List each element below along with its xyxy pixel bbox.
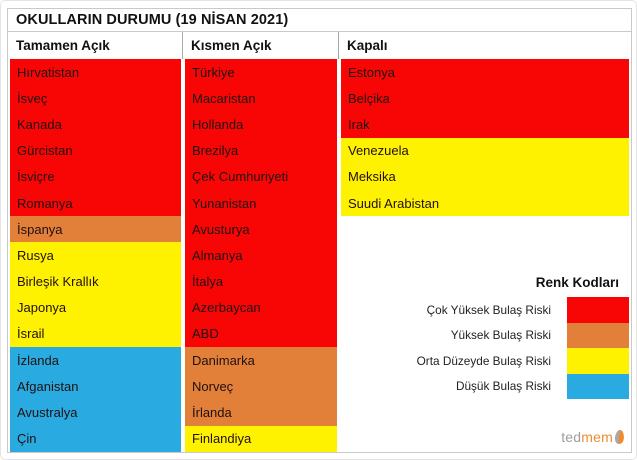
country-cell: Japonya (10, 294, 181, 321)
column-header-fully-open: Tamamen Açık (8, 32, 183, 59)
country-cell: Türkiye (185, 59, 337, 86)
country-cell: Avustralya (10, 399, 181, 426)
legend-color-swatch (567, 322, 629, 348)
country-cell: İrlanda (185, 399, 337, 426)
legend-item-label: Yüksek Bulaş Riski (450, 328, 551, 343)
country-cell: İsveç (10, 85, 181, 112)
logo-leaf-icon (614, 429, 625, 445)
country-cell: Avusturya (185, 216, 337, 243)
country-cell: İsrail (10, 320, 181, 348)
country-cell: Estonya (341, 59, 629, 86)
logo-text-mem: mem (581, 429, 613, 445)
column-closed: Estonya Belçika Irak Venezuela Meksika Suudi … (341, 59, 629, 452)
table-title: OKULLARIN DURUMU (19 NİSAN 2021) (8, 9, 631, 32)
column-partially-open: Türkiye Macaristan Hollanda Brezilya Çek Cum… (185, 59, 337, 452)
country-cell: Danimarka (185, 347, 337, 374)
country-cell: Macaristan (185, 85, 337, 112)
country-cell: Almanya (185, 242, 337, 269)
country-cell: İsviçre (10, 163, 181, 190)
country-cell: Finlandiya (185, 425, 337, 452)
country-cell: Azerbaycan (185, 294, 337, 321)
country-cell: İzlanda (10, 347, 181, 374)
legend-item-label: Çok Yüksek Bulaş Riski (426, 302, 551, 317)
legend-color-swatch (567, 348, 629, 374)
legend-items: Çok Yüksek Bulaş Riski Yüksek Bulaş Riski… (341, 297, 629, 399)
country-cell: Belçika (341, 85, 629, 112)
country-cell: Birleşik Krallık (10, 268, 181, 295)
country-cell: Çek Cumhuriyeti (185, 163, 337, 190)
legend-color-swatch (567, 297, 629, 323)
table-body: Hırvatistan İsveç Kanada Gürcistan İsviçre Ro… (8, 59, 631, 454)
country-cell: Çin (10, 425, 181, 452)
legend-item: Orta Düzeyde Bulaş Riski (341, 348, 629, 374)
column-header-partially-open: Kısmen Açık (183, 32, 339, 59)
country-cell: İspanya (10, 216, 181, 243)
legend-item: Düşük Bulaş Riski (341, 373, 629, 399)
country-cell: Irak (341, 111, 629, 138)
country-cell: Suudi Arabistan (341, 189, 629, 217)
table-title-text: OKULLARIN DURUMU (19 NİSAN 2021) (16, 12, 289, 28)
country-cell: ABD (185, 320, 337, 348)
column-fully-open: Hırvatistan İsveç Kanada Gürcistan İsviçre Ro… (10, 59, 181, 452)
tedmem-logo: ted mem (561, 429, 625, 445)
column-fully-open-cells: Hırvatistan İsveç Kanada Gürcistan İsviçre Ro… (10, 59, 181, 452)
column-header-closed: Kapalı (347, 38, 388, 53)
column-closed-cells: Estonya Belçika Irak Venezuela Meksika Suudi … (341, 59, 629, 217)
schools-status-table: OKULLARIN DURUMU (19 NİSAN 2021) Tamamen… (7, 8, 632, 453)
country-cell: Meksika (341, 163, 629, 190)
country-cell: Hollanda (185, 111, 337, 138)
legend: Renk Kodları Çok Yüksek Bulaş Riski Yükse… (341, 275, 629, 399)
legend-item: Yüksek Bulaş Riski (341, 322, 629, 348)
country-cell: Gürcistan (10, 137, 181, 164)
country-cell: Norveç (185, 373, 337, 400)
country-cell: Brezilya (185, 137, 337, 164)
legend-item-label: Orta Düzeyde Bulaş Riski (416, 353, 551, 368)
legend-color-swatch (567, 373, 629, 399)
column-partially-open-cells: Türkiye Macaristan Hollanda Brezilya Çek Cum… (185, 59, 337, 452)
country-cell: Kanada (10, 111, 181, 138)
country-cell: Rusya (10, 242, 181, 269)
country-cell: İtalya (185, 268, 337, 295)
table-header-row: Tamamen Açık Kısmen Açık Kapalı (8, 32, 631, 59)
country-cell: Afganistan (10, 373, 181, 400)
legend-item: Çok Yüksek Bulaş Riski (341, 297, 629, 323)
legend-title: Renk Kodları (535, 275, 619, 290)
legend-item-label: Düşük Bulaş Riski (455, 379, 551, 394)
country-cell: Yunanistan (185, 189, 337, 217)
country-cell: Hırvatistan (10, 59, 181, 86)
country-cell: Venezuela (341, 137, 629, 164)
logo-text-ted: ted (561, 429, 582, 445)
country-cell: Romanya (10, 189, 181, 217)
